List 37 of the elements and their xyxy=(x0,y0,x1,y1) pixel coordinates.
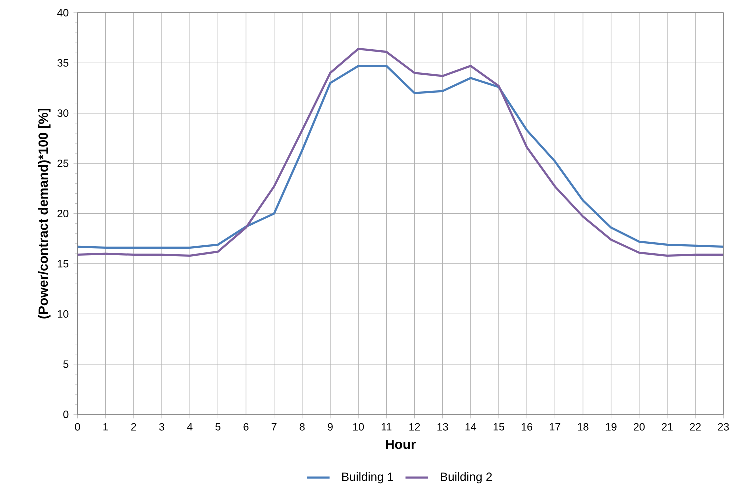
x-tick-label: 0 xyxy=(75,423,80,431)
y-tick-label: 15 xyxy=(58,260,69,268)
x-tick-label: 1 xyxy=(104,423,108,430)
x-tick-label: 22 xyxy=(690,423,701,431)
x-tick-label: 12 xyxy=(410,423,420,431)
y-tick-label: 30 xyxy=(58,109,69,117)
x-tick-label: 5 xyxy=(216,423,221,431)
y-tick-label: 20 xyxy=(58,210,69,218)
x-tick-label: 16 xyxy=(522,423,533,431)
x-tick-label: 20 xyxy=(634,423,645,431)
x-tick-label: 8 xyxy=(300,423,305,431)
x-tick-label: 21 xyxy=(662,423,673,431)
legend-label: Building 1 xyxy=(342,472,394,484)
y-axis-title: (Power/contract demand)*100 [%] xyxy=(38,108,51,319)
x-tick-label: 2 xyxy=(132,423,136,431)
x-tick-label: 19 xyxy=(606,423,617,431)
x-tick-label: 3 xyxy=(159,423,164,431)
x-tick-label: 9 xyxy=(328,423,333,431)
x-tick-label: 23 xyxy=(718,423,730,431)
x-axis-title: Hour xyxy=(386,440,416,450)
legend-label: Building 2 xyxy=(441,472,492,484)
y-tick-label: 5 xyxy=(64,360,69,368)
x-tick-label: 4 xyxy=(187,423,193,430)
x-tick-label: 7 xyxy=(272,423,277,430)
y-tick-label: 25 xyxy=(58,160,69,168)
y-tick-label: 40 xyxy=(57,9,69,17)
x-tick-label: 17 xyxy=(550,423,561,430)
x-tick-label: 18 xyxy=(578,423,589,431)
x-tick-label: 15 xyxy=(494,423,504,431)
x-tick-label: 13 xyxy=(438,423,448,431)
x-tick-label: 11 xyxy=(382,423,392,430)
x-tick-label: 14 xyxy=(466,423,477,430)
x-tick-label: 6 xyxy=(244,423,249,431)
y-tick-label: 35 xyxy=(58,59,69,67)
y-tick-label: 0 xyxy=(64,410,69,418)
y-tick-label: 10 xyxy=(58,310,69,318)
x-tick-label: 10 xyxy=(353,423,364,431)
